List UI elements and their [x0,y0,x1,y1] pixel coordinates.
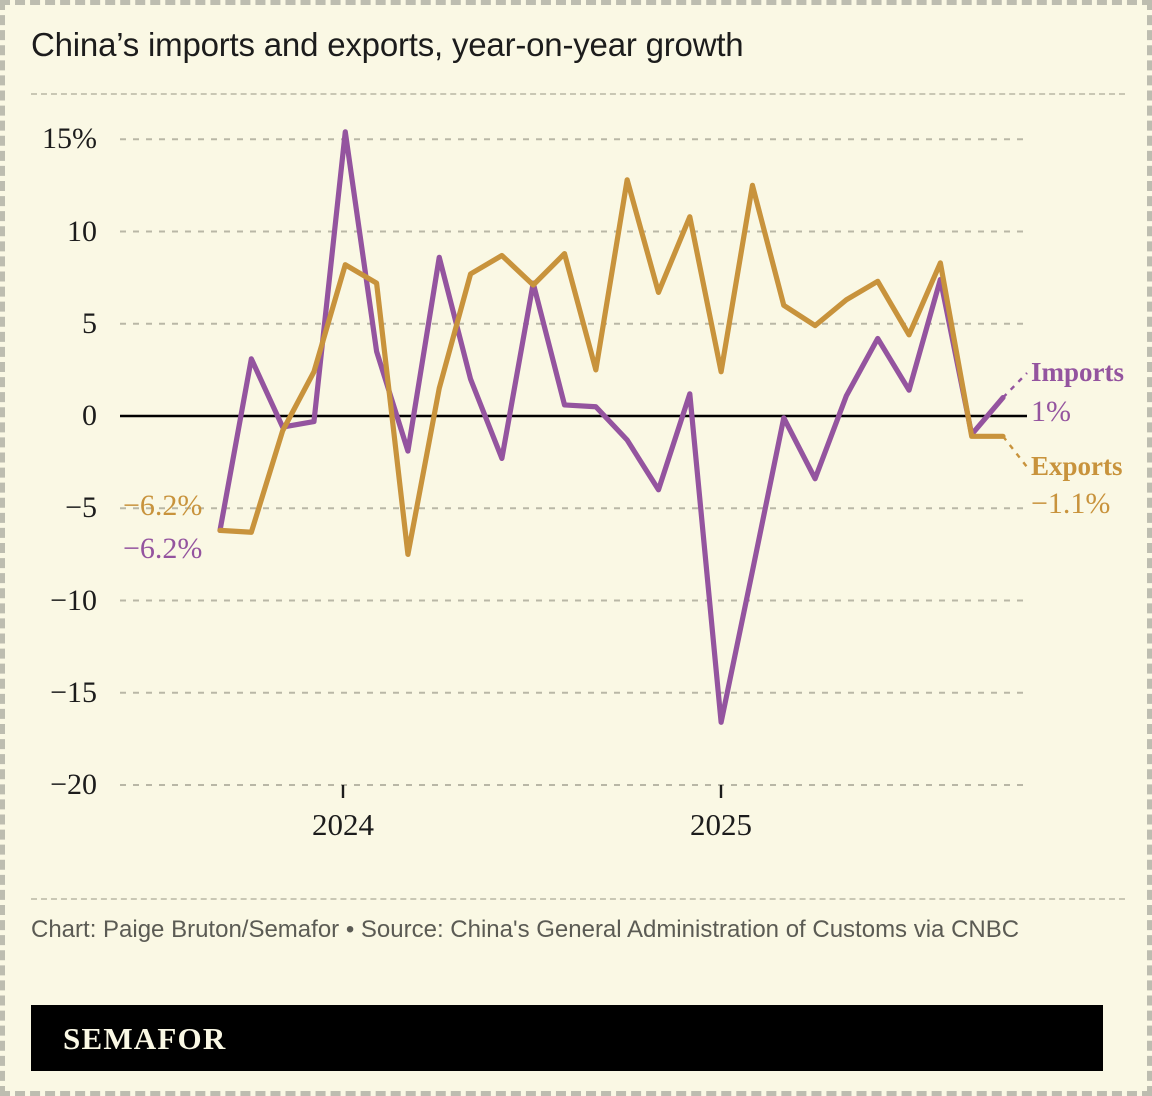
y-axis-tick-label: −10 [50,583,97,617]
gridlines [120,138,1027,786]
exports-start-label: −6.2% [123,489,203,522]
exports-leader-line [1002,435,1028,468]
imports-end-value: 1% [1031,395,1071,428]
y-axis-tick-label: 5 [82,306,97,340]
chart-title: China’s imports and exports, year-on-yea… [31,26,744,63]
x-tick-marks [341,785,723,798]
y-axis-tick-label: −20 [50,768,97,801]
series-line-exports [217,177,1006,557]
series-line-imports [217,129,1006,725]
y-axis-tick-label: 15% [42,122,97,156]
exports-series-label: Exports [1031,451,1123,481]
series-paths [217,129,1006,725]
x-axis-tick-label: 2024 [312,807,374,842]
imports-series-label: Imports [1031,357,1124,387]
y-axis-tick-label: −5 [65,491,97,525]
imports-leader-line [1002,372,1028,399]
leader-lines [1002,372,1028,468]
divider-bottom [31,898,1125,900]
exports-end-value: −1.1% [1031,487,1111,520]
x-axis-tick-label: 2025 [690,807,752,842]
chart-credit: Chart: Paige Bruton/Semafor • Source: Ch… [31,916,1020,943]
semafor-logo-text: SEMAFOR [63,1021,227,1056]
y-axis-tick-label: 0 [82,399,97,432]
y-axis-tick-label: 10 [67,214,97,248]
semafor-logo: SEMAFOR [31,1005,1103,1071]
divider-top [31,93,1125,95]
imports-start-label: −6.2% [123,532,203,565]
y-axis-tick-label: −15 [50,675,97,709]
